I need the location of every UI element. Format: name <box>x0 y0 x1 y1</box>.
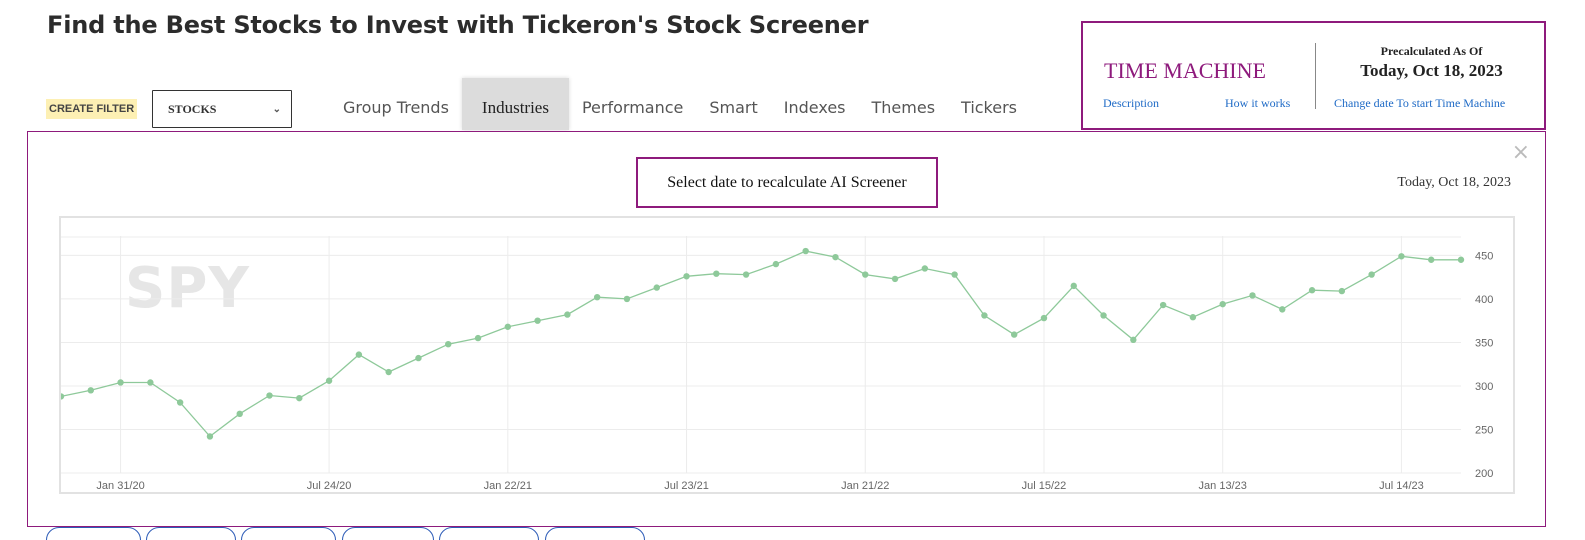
spy-price-point <box>1189 314 1197 321</box>
spy-price-point <box>802 247 809 255</box>
chevron-down-icon: ⌄ <box>272 103 281 115</box>
spy-price-point <box>1368 271 1375 278</box>
spy-price-point <box>1338 287 1346 295</box>
tab-indexes[interactable]: Indexes <box>783 98 846 117</box>
spy-price-point <box>1308 287 1316 294</box>
spy-price-point <box>236 410 243 418</box>
x-tick-label: Jul 15/22 <box>1022 480 1067 492</box>
y-tick-label: 350 <box>1475 337 1493 349</box>
description-link[interactable]: Description <box>1103 96 1159 110</box>
spy-price-point <box>1219 300 1226 308</box>
screener-nav-tabs: Group Trends Industries Performance Smar… <box>330 78 1030 130</box>
spy-price-point <box>653 284 660 291</box>
x-tick-label: Jan 21/22 <box>841 480 889 492</box>
spy-price-point <box>891 275 899 283</box>
spy-price-point <box>683 273 690 280</box>
filter-pill[interactable] <box>545 527 645 540</box>
spy-price-point <box>1130 336 1137 344</box>
spy-price-point <box>862 271 869 278</box>
spy-price-point <box>1010 331 1018 338</box>
spy-price-point <box>266 392 273 399</box>
asset-type-select[interactable]: STOCKS ⌄ <box>152 90 292 128</box>
spy-price-point <box>1457 256 1465 263</box>
recalculate-prompt: Select date to recalculate AI Screener <box>636 157 938 208</box>
y-tick-label: 450 <box>1475 250 1493 262</box>
time-machine-divider <box>1315 43 1316 109</box>
spy-price-point <box>445 340 452 348</box>
spy-price-point <box>713 270 720 277</box>
spy-price-point <box>564 311 571 318</box>
spy-price-point <box>742 271 750 278</box>
spy-price-point <box>87 387 94 394</box>
spy-price-point <box>1279 306 1286 313</box>
spy-price-point <box>981 312 988 319</box>
y-tick-label: 200 <box>1475 468 1493 480</box>
spy-price-point <box>504 323 512 330</box>
spy-price-point <box>206 433 214 440</box>
spy-price-point <box>415 354 422 362</box>
spy-price-point <box>1428 256 1435 263</box>
x-tick-label: Jul 24/20 <box>307 480 352 492</box>
current-date-label: Today, Oct 18, 2023 <box>1397 175 1511 190</box>
spy-price-point <box>593 293 601 301</box>
filter-pill[interactable] <box>241 527 336 540</box>
tab-tickers[interactable]: Tickers <box>961 98 1018 117</box>
x-tick-label: Jul 23/21 <box>664 480 709 492</box>
time-machine-title: TIME MACHINE <box>1104 58 1266 83</box>
filter-pill[interactable] <box>342 527 434 540</box>
spy-price-point <box>385 368 392 376</box>
y-tick-label: 400 <box>1475 294 1493 306</box>
spy-price-point <box>1159 301 1167 309</box>
page-title: Find the Best Stocks to Invest with Tick… <box>47 11 869 39</box>
spy-price-point <box>951 271 958 278</box>
close-icon[interactable]: × <box>1511 140 1530 165</box>
spy-price-point <box>147 379 154 386</box>
spy-price-point <box>1040 314 1048 322</box>
spy-price-point <box>296 394 303 402</box>
x-tick-label: Jan 31/20 <box>96 480 144 492</box>
filter-pill[interactable] <box>146 527 236 540</box>
filter-pill[interactable] <box>439 527 539 540</box>
spy-price-point <box>355 351 363 358</box>
spy-price-point <box>61 393 65 400</box>
spy-price-point <box>1070 282 1077 290</box>
tab-industries[interactable]: Industries <box>461 78 569 130</box>
change-date-link[interactable]: Change date To start Time Machine <box>1334 96 1506 110</box>
create-filter-label[interactable]: CREATE FILTER <box>46 99 138 119</box>
spy-price-point <box>772 260 780 268</box>
price-chart-svg[interactable]: 200 250 300 350 400 450 Jan 31/20 Jul 24/20 Jan … <box>61 218 1513 492</box>
spy-price-point <box>325 377 333 384</box>
price-chart[interactable]: SPY 200 250 300 350 400 450 Jan 31/20 Jul 24/20… <box>59 216 1515 494</box>
bottom-pill-row <box>46 527 666 540</box>
filter-pill[interactable] <box>46 527 141 540</box>
time-machine-chart-panel: × Select date to recalculate AI Screener… <box>27 131 1546 527</box>
spy-price-point <box>534 317 541 324</box>
x-tick-label: Jul 14/23 <box>1379 480 1424 492</box>
spy-price-point <box>623 295 631 303</box>
spy-price-point <box>1100 312 1107 319</box>
spy-price-point <box>474 334 482 342</box>
spy-price-point <box>117 379 124 386</box>
precalculated-label: Precalculated As Of <box>1380 44 1483 58</box>
spy-price-point <box>1249 292 1256 299</box>
how-it-works-link[interactable]: How it works <box>1225 96 1291 110</box>
x-tick-label: Jan 22/21 <box>484 480 532 492</box>
tab-performance[interactable]: Performance <box>581 98 684 117</box>
tab-group-trends[interactable]: Group Trends <box>343 98 449 117</box>
spy-price-line <box>61 250 1461 438</box>
spy-price-point <box>176 399 184 406</box>
tab-themes[interactable]: Themes <box>871 98 936 117</box>
spy-price-point <box>832 253 839 261</box>
x-tick-label: Jan 13/23 <box>1199 480 1247 492</box>
spy-price-point <box>1398 253 1405 260</box>
y-tick-label: 300 <box>1475 381 1493 393</box>
tab-smart[interactable]: Smart <box>709 98 758 117</box>
precalculated-date: Today, Oct 18, 2023 <box>1360 61 1503 80</box>
asset-type-value: STOCKS <box>168 101 217 116</box>
y-tick-label: 250 <box>1475 424 1493 436</box>
spy-price-point <box>921 265 929 272</box>
time-machine-panel: TIME MACHINE Description How it works Pr… <box>1081 21 1546 130</box>
